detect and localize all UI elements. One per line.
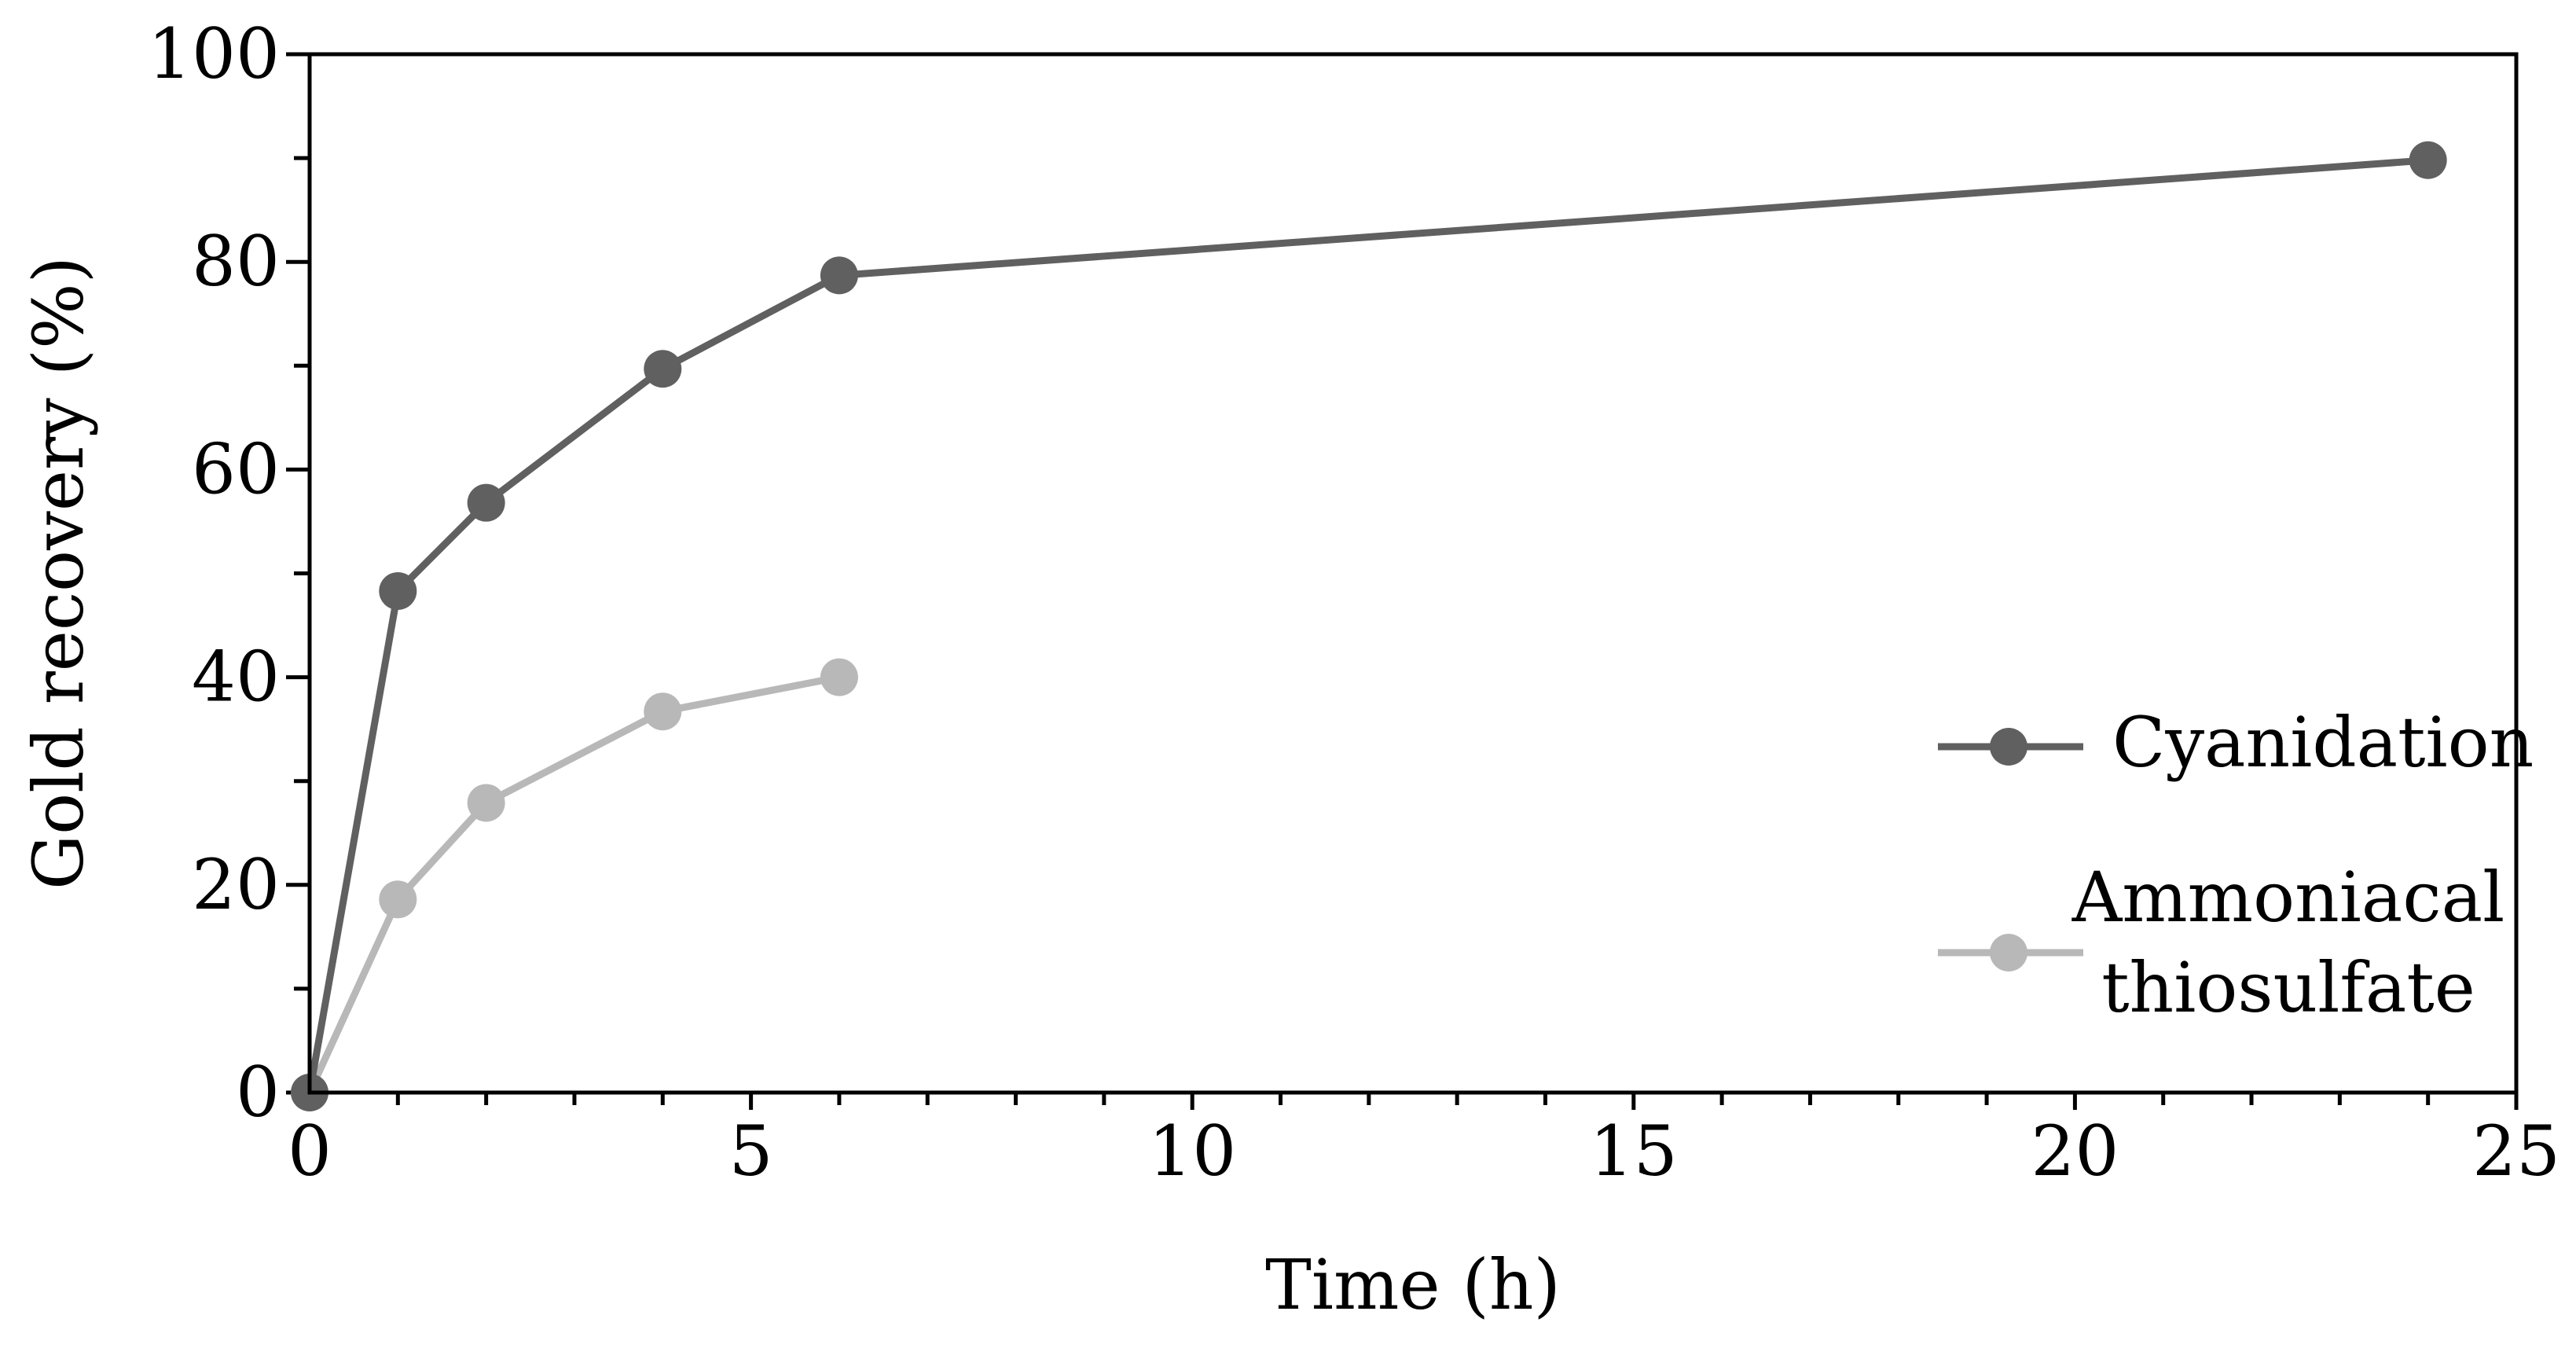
x-axis-label: Time (h) [1265, 1244, 1561, 1325]
x-tick-label: 15 [1590, 1111, 1678, 1192]
plot-frame [307, 52, 2519, 1095]
data-point [467, 784, 505, 822]
x-tick-label: 25 [2472, 1111, 2560, 1192]
x-tick-label: 0 [288, 1111, 332, 1192]
data-point [644, 692, 682, 731]
y-tick-label: 0 [236, 1052, 280, 1133]
data-point [820, 658, 858, 696]
x-tick-label: 20 [2031, 1111, 2119, 1192]
y-tick-label: 80 [192, 221, 280, 302]
series-line [306, 156, 2429, 1093]
y-tick-label: 40 [192, 637, 280, 718]
data-point [644, 350, 682, 388]
x-tick-label: 10 [1148, 1111, 1236, 1192]
data-point [820, 256, 858, 295]
data-point [379, 880, 417, 919]
y-axis-label: Gold recovery (%) [18, 256, 99, 890]
data-point [467, 483, 505, 522]
legend-label: Cyanidation [2112, 702, 2534, 783]
legend-label: thiosulfate [2101, 947, 2475, 1028]
data-point [379, 571, 417, 610]
legend-marker [1990, 728, 2027, 766]
legend-marker [1990, 934, 2027, 972]
y-tick-label: 100 [148, 13, 280, 94]
legend-label: Ammoniacal [2071, 857, 2505, 938]
x-tick-label: 5 [729, 1111, 773, 1192]
y-tick-label: 60 [192, 428, 280, 509]
y-tick-label: 20 [192, 844, 280, 925]
data-point [2409, 141, 2447, 179]
